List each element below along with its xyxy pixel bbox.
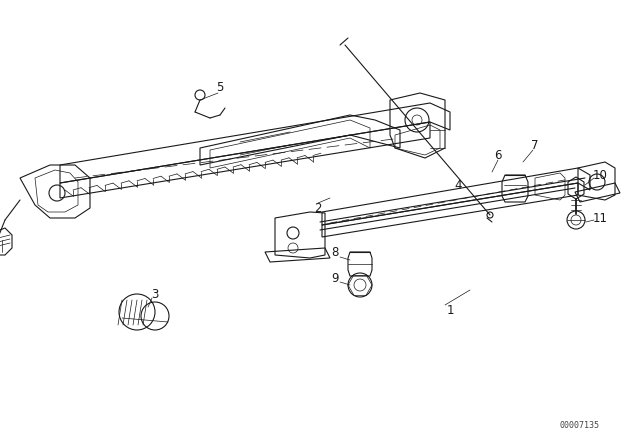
Text: 4: 4: [454, 178, 461, 191]
Text: 9: 9: [332, 271, 339, 284]
Text: 11: 11: [593, 211, 607, 224]
Text: 10: 10: [593, 168, 607, 181]
Text: 7: 7: [531, 138, 539, 151]
Text: 3: 3: [151, 289, 159, 302]
Text: 5: 5: [216, 81, 224, 94]
Text: 00007135: 00007135: [560, 421, 600, 430]
Text: 2: 2: [314, 202, 322, 215]
Text: 1: 1: [446, 303, 454, 316]
Text: 8: 8: [332, 246, 339, 259]
Text: 6: 6: [494, 148, 502, 161]
